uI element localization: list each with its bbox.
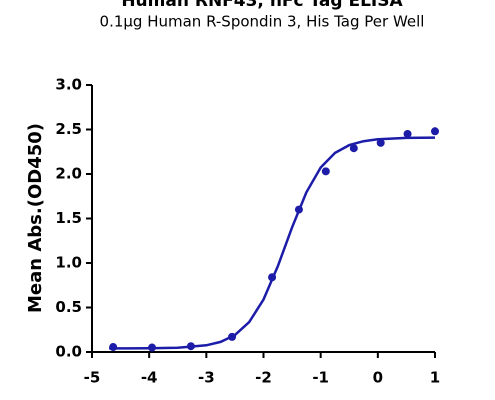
y-tick-label: 1.0 [55, 254, 82, 272]
chart-subtitle: 0.1μg Human R-Spondin 3, His Tag Per Wel… [100, 13, 425, 31]
x-tick-label: 1 [430, 369, 440, 387]
y-tick-label: 1.5 [55, 209, 82, 227]
fit-curve [109, 136, 436, 350]
data-point [376, 138, 385, 147]
y-tick-label: 2.5 [55, 120, 82, 138]
y-tick-label: 0.0 [55, 343, 82, 361]
x-tick-label: 0 [373, 369, 383, 387]
data-point [321, 167, 330, 176]
data-point [109, 343, 118, 352]
x-tick-label: -4 [141, 369, 158, 387]
y-axis-label: Mean Abs.(OD450) [25, 123, 46, 313]
x-tick-label: -1 [312, 369, 329, 387]
x-tick-label: -2 [255, 369, 272, 387]
x-tick-label: -5 [84, 369, 101, 387]
y-tick-label: 3.0 [55, 76, 82, 94]
y-tick-label: 0.5 [55, 298, 82, 316]
x-tick-label: -3 [198, 369, 215, 387]
data-point [403, 129, 412, 138]
chart-title: Human RNF43, hFc Tag ELISA [121, 0, 403, 11]
y-tick-label: 2.0 [55, 165, 82, 183]
data-point [349, 144, 358, 153]
data-point [431, 127, 439, 136]
